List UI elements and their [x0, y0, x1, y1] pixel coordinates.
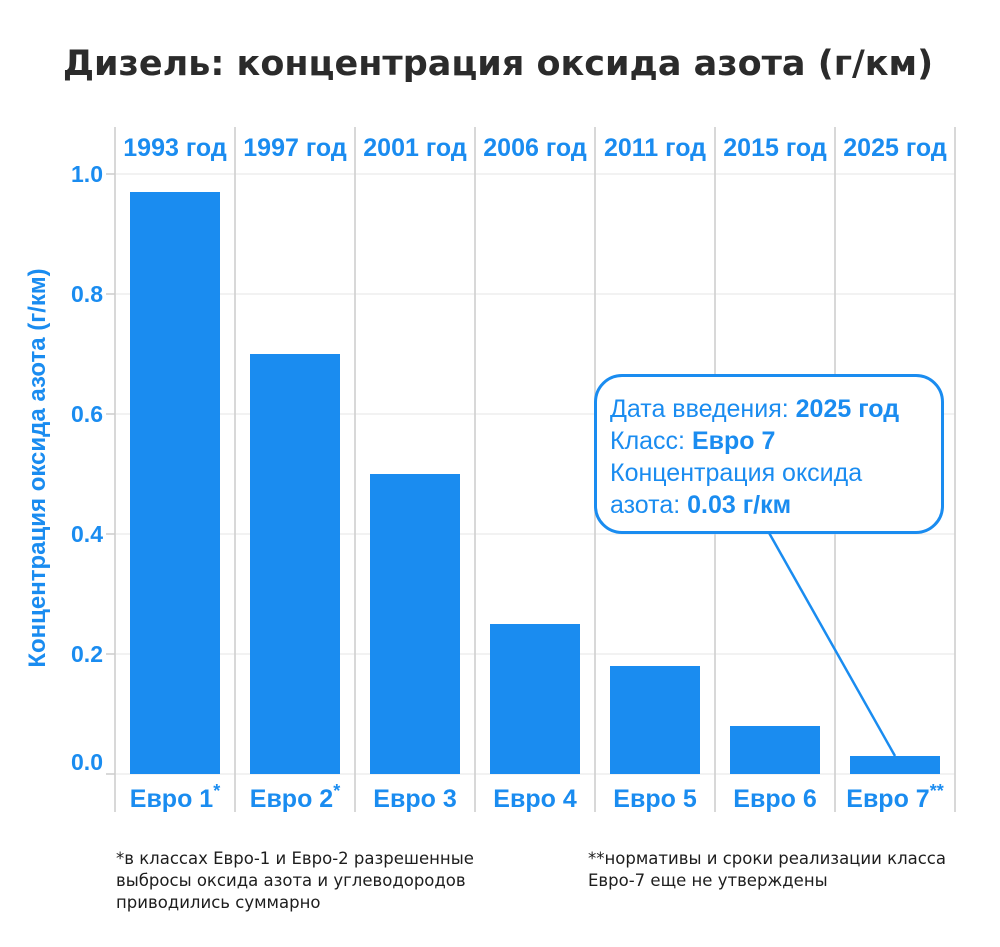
year-label: 2025 год	[843, 134, 947, 162]
year-label: 2006 год	[483, 134, 587, 162]
footnote-euro-1-2: *в классах Евро-1 и Евро-2 разрешенные в…	[116, 849, 474, 912]
tooltip-date-line: Дата введения: 2025 год	[610, 395, 900, 423]
y-tick-label: 0.6	[71, 401, 103, 427]
y-tick-label: 0.8	[71, 281, 103, 307]
category-label: Евро 4	[493, 785, 577, 813]
year-label: 1997 год	[243, 134, 347, 162]
bar	[370, 474, 460, 774]
bar	[250, 354, 340, 774]
footnote-mark: **	[930, 781, 944, 801]
year-label: 2011 год	[604, 134, 706, 162]
bars	[130, 192, 940, 774]
category-label: Евро 7**	[846, 781, 943, 813]
footnote-mark: *	[213, 781, 220, 801]
bar	[850, 756, 940, 774]
tooltip-class-value: Евро 7	[691, 427, 776, 455]
category-label: Евро 2*	[250, 781, 340, 813]
chart-title: Дизель: концентрация оксида азота (г/км)	[63, 44, 933, 84]
y-tick-label: 0.2	[71, 641, 103, 667]
tooltip-date-value: 2025 год	[795, 395, 900, 423]
bar	[130, 192, 220, 774]
bar	[730, 726, 820, 774]
y-tick-label: 0.4	[71, 521, 103, 547]
tooltip-conc-line-2: азота: 0.03 г/км	[610, 491, 792, 519]
y-tick-label: 0.0	[71, 749, 103, 775]
tooltip-class-line: Класс: Евро 7	[610, 427, 776, 455]
year-label: 2001 год	[363, 134, 467, 162]
bar	[490, 624, 580, 774]
category-label: Евро 1*	[130, 781, 220, 813]
bar-tooltip: Дата введения: 2025 год Класс: Евро 7 Ко…	[594, 374, 944, 534]
tooltip-leader-line	[766, 530, 897, 757]
y-tick-label: 1.0	[71, 161, 103, 187]
labels: 0.0 0.2 0.4 0.6 0.8 1.0 1993 год Евро 1* 1997 го…	[71, 134, 947, 813]
footnote-euro-7: **нормативы и сроки реализации класса Ев…	[588, 849, 946, 890]
tooltip-conc-line-1: Концентрация оксида	[610, 459, 863, 487]
year-label: 1993 год	[123, 134, 227, 162]
category-label: Евро 3	[373, 785, 456, 813]
footnote-mark: *	[333, 781, 340, 801]
category-label: Евро 6	[733, 785, 816, 813]
year-label: 2015 год	[723, 134, 827, 162]
y-axis-label: Концентрация оксида азота (г/км)	[24, 268, 51, 667]
bar	[610, 666, 700, 774]
tooltip-conc-value: 0.03 г/км	[687, 491, 792, 519]
category-label: Евро 5	[613, 785, 697, 813]
